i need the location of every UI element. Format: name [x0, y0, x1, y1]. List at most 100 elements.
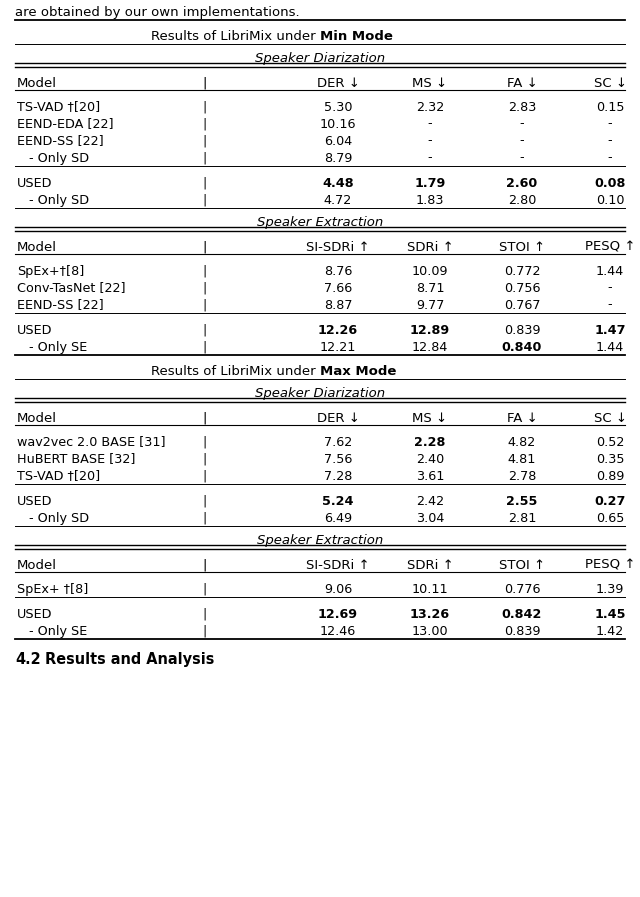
- Text: 4.48: 4.48: [322, 177, 354, 189]
- Text: PESQ ↑: PESQ ↑: [585, 559, 636, 571]
- Text: 0.839: 0.839: [504, 624, 540, 638]
- Text: -: -: [428, 118, 432, 130]
- Text: STOI ↑: STOI ↑: [499, 559, 545, 571]
- Text: 4.72: 4.72: [324, 194, 352, 206]
- Text: -: -: [608, 152, 612, 164]
- Text: USED: USED: [17, 607, 52, 621]
- Text: 2.32: 2.32: [416, 100, 444, 114]
- Text: 0.27: 0.27: [595, 494, 626, 508]
- Text: 6.04: 6.04: [324, 135, 352, 147]
- Text: Max Mode: Max Mode: [320, 364, 396, 378]
- Text: |: |: [203, 559, 207, 571]
- Text: 0.840: 0.840: [502, 341, 542, 353]
- Text: 4.2: 4.2: [15, 651, 40, 666]
- Text: 8.79: 8.79: [324, 152, 352, 164]
- Text: USED: USED: [17, 324, 52, 336]
- Text: 5.30: 5.30: [324, 100, 352, 114]
- Text: |: |: [203, 607, 207, 621]
- Text: SC ↓: SC ↓: [593, 412, 627, 424]
- Text: |: |: [203, 582, 207, 596]
- Text: 2.55: 2.55: [506, 494, 538, 508]
- Text: FA ↓: FA ↓: [507, 76, 538, 90]
- Text: |: |: [203, 299, 207, 311]
- Text: 0.776: 0.776: [504, 582, 540, 596]
- Text: -: -: [428, 152, 432, 164]
- Text: 4.82: 4.82: [508, 436, 536, 448]
- Text: SDRi ↑: SDRi ↑: [406, 240, 453, 254]
- Text: 1.44: 1.44: [596, 341, 624, 353]
- Text: USED: USED: [17, 177, 52, 189]
- Text: Conv-TasNet [22]: Conv-TasNet [22]: [17, 282, 125, 294]
- Text: Results of LibriMix under: Results of LibriMix under: [151, 364, 320, 378]
- Text: 12.46: 12.46: [320, 624, 356, 638]
- Text: 0.15: 0.15: [596, 100, 624, 114]
- Text: 12.26: 12.26: [318, 324, 358, 336]
- Text: Results and Analysis: Results and Analysis: [45, 651, 214, 666]
- Text: 9.06: 9.06: [324, 582, 352, 596]
- Text: |: |: [203, 412, 207, 424]
- Text: PESQ ↑: PESQ ↑: [585, 240, 636, 254]
- Text: 2.80: 2.80: [508, 194, 536, 206]
- Text: 1.44: 1.44: [596, 265, 624, 277]
- Text: |: |: [203, 494, 207, 508]
- Text: EEND-EDA [22]: EEND-EDA [22]: [17, 118, 113, 130]
- Text: 0.52: 0.52: [596, 436, 624, 448]
- Text: 13.00: 13.00: [412, 624, 448, 638]
- Text: - Only SE: - Only SE: [17, 341, 87, 353]
- Text: 3.61: 3.61: [416, 469, 444, 483]
- Text: 8.71: 8.71: [416, 282, 444, 294]
- Text: 0.35: 0.35: [596, 452, 624, 466]
- Text: |: |: [203, 324, 207, 336]
- Text: Results of LibriMix under: Results of LibriMix under: [151, 30, 320, 42]
- Text: 8.76: 8.76: [324, 265, 352, 277]
- Text: -: -: [608, 118, 612, 130]
- Text: 10.16: 10.16: [320, 118, 356, 130]
- Text: -: -: [520, 135, 524, 147]
- Text: Model: Model: [17, 76, 57, 90]
- Text: 2.60: 2.60: [506, 177, 538, 189]
- Text: - Only SD: - Only SD: [17, 152, 89, 164]
- Text: -: -: [608, 299, 612, 311]
- Text: |: |: [203, 152, 207, 164]
- Text: |: |: [203, 135, 207, 147]
- Text: |: |: [203, 100, 207, 114]
- Text: |: |: [203, 76, 207, 90]
- Text: 13.26: 13.26: [410, 607, 450, 621]
- Text: Speaker Diarization: Speaker Diarization: [255, 387, 385, 399]
- Text: |: |: [203, 282, 207, 294]
- Text: |: |: [203, 341, 207, 353]
- Text: 12.69: 12.69: [318, 607, 358, 621]
- Text: 1.47: 1.47: [595, 324, 626, 336]
- Text: |: |: [203, 452, 207, 466]
- Text: 0.839: 0.839: [504, 324, 540, 336]
- Text: wav2vec 2.0 BASE [31]: wav2vec 2.0 BASE [31]: [17, 436, 166, 448]
- Text: 0.10: 0.10: [596, 194, 624, 206]
- Text: SpEx+ †[8]: SpEx+ †[8]: [17, 582, 88, 596]
- Text: 7.66: 7.66: [324, 282, 352, 294]
- Text: 2.83: 2.83: [508, 100, 536, 114]
- Text: USED: USED: [17, 494, 52, 508]
- Text: Model: Model: [17, 412, 57, 424]
- Text: 1.83: 1.83: [416, 194, 444, 206]
- Text: 12.89: 12.89: [410, 324, 450, 336]
- Text: 7.28: 7.28: [324, 469, 352, 483]
- Text: MS ↓: MS ↓: [412, 412, 447, 424]
- Text: -: -: [608, 135, 612, 147]
- Text: 0.842: 0.842: [502, 607, 542, 621]
- Text: SpEx+†[8]: SpEx+†[8]: [17, 265, 84, 277]
- Text: SI-SDRi ↑: SI-SDRi ↑: [306, 559, 370, 571]
- Text: MS ↓: MS ↓: [412, 76, 447, 90]
- Text: 12.84: 12.84: [412, 341, 448, 353]
- Text: 12.21: 12.21: [320, 341, 356, 353]
- Text: 1.45: 1.45: [595, 607, 626, 621]
- Text: DER ↓: DER ↓: [317, 412, 360, 424]
- Text: |: |: [203, 624, 207, 638]
- Text: 2.28: 2.28: [414, 436, 445, 448]
- Text: SDRi ↑: SDRi ↑: [406, 559, 453, 571]
- Text: DER ↓: DER ↓: [317, 76, 360, 90]
- Text: STOI ↑: STOI ↑: [499, 240, 545, 254]
- Text: 3.04: 3.04: [416, 511, 444, 525]
- Text: |: |: [203, 511, 207, 525]
- Text: |: |: [203, 177, 207, 189]
- Text: 1.42: 1.42: [596, 624, 624, 638]
